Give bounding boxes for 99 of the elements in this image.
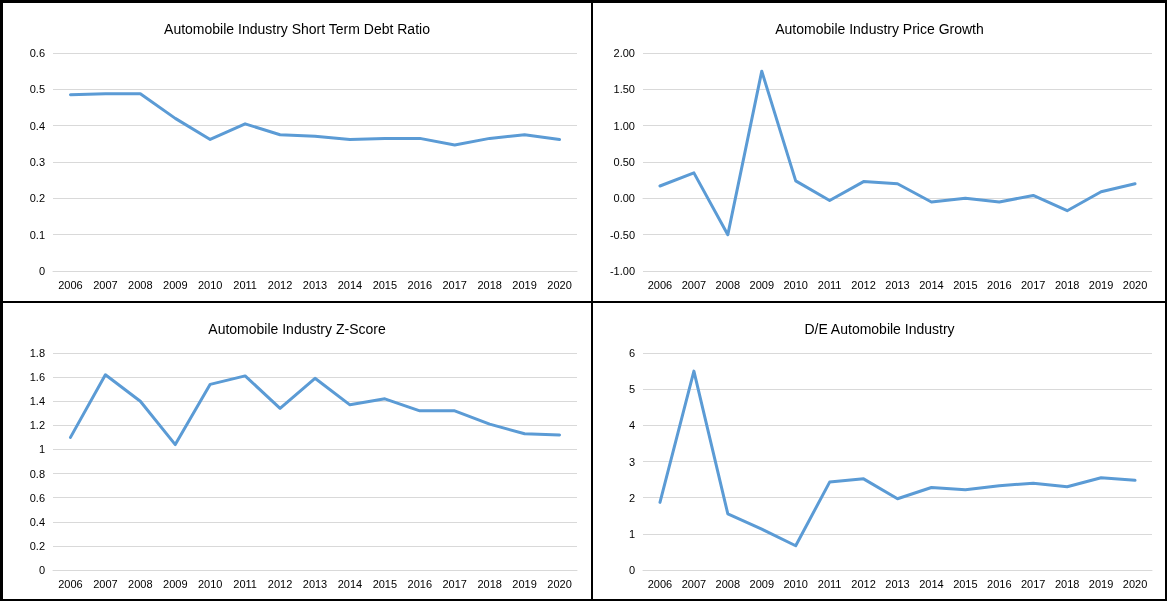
y-tick-label: 1.2 <box>29 419 45 432</box>
y-tick-label: -1.00 <box>609 265 635 277</box>
x-tick-label: 2019 <box>1088 278 1114 291</box>
x-tick-label: 2018 <box>477 278 502 291</box>
y-tick-label: 0.4 <box>29 119 45 132</box>
x-tick-label: 2006 <box>58 577 83 590</box>
x-tick-label: 2009 <box>749 577 775 590</box>
y-tick-label: 0.50 <box>613 156 635 168</box>
x-tick-label: 2008 <box>128 577 153 590</box>
x-tick-label: 2015 <box>372 278 398 291</box>
x-tick-label: 2019 <box>1088 577 1114 590</box>
chart-title: D/E Automobile Industry <box>804 321 955 337</box>
y-tick-label: 4 <box>628 419 635 432</box>
x-tick-label: 2009 <box>163 577 188 590</box>
x-tick-label: 2008 <box>715 278 741 291</box>
x-tick-label: 2020 <box>1122 577 1148 590</box>
x-tick-label: 2015 <box>372 577 398 590</box>
x-tick-label: 2015 <box>953 278 978 291</box>
line-series <box>68 373 562 447</box>
x-tick-label: 2010 <box>197 577 223 590</box>
x-tick-label: 2012 <box>851 278 876 291</box>
y-tick-label: 0 <box>38 265 45 277</box>
line-series <box>68 92 562 147</box>
x-tick-label: 2018 <box>1054 577 1080 590</box>
x-tick-label: 2019 <box>512 278 537 291</box>
x-tick-label: 2015 <box>953 577 978 590</box>
x-tick-label: 2013 <box>885 278 910 291</box>
x-tick-label: 2016 <box>987 278 1012 291</box>
y-tick-label: 1.8 <box>29 347 45 359</box>
x-tick-label: 2014 <box>919 577 944 590</box>
y-tick-label: 1.00 <box>613 119 635 132</box>
y-tick-label: 5 <box>628 383 635 396</box>
x-tick-label: 2011 <box>817 577 842 590</box>
y-tick-label: 0.2 <box>29 192 45 205</box>
y-tick-label: 0.1 <box>29 228 45 241</box>
y-tick-label: 2 <box>628 491 635 504</box>
y-tick-label: 1 <box>628 527 635 540</box>
x-tick-label: 2006 <box>58 278 83 291</box>
y-tick-label: 0 <box>628 564 635 576</box>
line-series <box>658 369 1137 548</box>
x-tick-label: 2006 <box>647 577 673 590</box>
y-tick-label: 1.6 <box>29 371 45 384</box>
x-tick-label: 2010 <box>783 577 808 590</box>
y-tick-label: 0.00 <box>613 192 635 205</box>
x-tick-label: 2019 <box>512 577 537 590</box>
y-tick-label: 1.50 <box>613 83 635 96</box>
x-tick-label: 2017 <box>442 278 467 291</box>
x-tick-label: 2016 <box>987 577 1012 590</box>
x-tick-label: 2017 <box>1020 577 1046 590</box>
y-tick-label: 0.8 <box>29 467 45 480</box>
x-tick-label: 2010 <box>197 278 223 291</box>
x-tick-label: 2014 <box>919 278 944 291</box>
x-tick-label: 2006 <box>647 278 673 291</box>
y-tick-label: 2.00 <box>613 47 635 59</box>
x-tick-label: 2011 <box>817 278 842 291</box>
chart-title: Automobile Industry Short Term Debt Ratio <box>164 21 431 37</box>
x-tick-label: 2020 <box>547 577 572 590</box>
x-tick-label: 2016 <box>407 577 433 590</box>
x-tick-label: 2014 <box>337 278 363 291</box>
x-tick-label: 2007 <box>93 577 118 590</box>
x-tick-label: 2008 <box>128 278 153 291</box>
x-tick-label: 2010 <box>783 278 808 291</box>
x-tick-label: 2008 <box>715 577 741 590</box>
y-tick-label: 1 <box>38 443 45 456</box>
x-tick-label: 2020 <box>1122 278 1148 291</box>
y-tick-label: 0 <box>38 564 45 576</box>
y-tick-label: 0.6 <box>29 491 45 504</box>
y-tick-label: 0.6 <box>29 47 45 59</box>
x-tick-label: 2016 <box>407 278 433 291</box>
x-tick-label: 2017 <box>442 577 467 590</box>
x-tick-label: 2014 <box>337 577 363 590</box>
x-tick-label: 2013 <box>885 577 910 590</box>
y-tick-label: 0.4 <box>29 515 45 528</box>
x-tick-label: 2018 <box>477 577 502 590</box>
y-tick-label: 6 <box>628 347 635 359</box>
x-tick-label: 2018 <box>1054 278 1080 291</box>
x-tick-label: 2013 <box>302 577 328 590</box>
x-tick-label: 2020 <box>547 278 572 291</box>
y-tick-label: 0.3 <box>29 156 45 168</box>
line-series <box>658 69 1137 237</box>
y-tick-label: 0.5 <box>29 83 45 96</box>
chart-title: Automobile Industry Price Growth <box>775 21 984 37</box>
x-tick-label: 2007 <box>681 278 707 291</box>
x-tick-label: 2012 <box>267 577 293 590</box>
y-tick-label: 0.2 <box>29 539 45 552</box>
x-tick-label: 2012 <box>267 278 293 291</box>
x-tick-label: 2009 <box>749 278 775 291</box>
x-tick-label: 2012 <box>851 577 876 590</box>
x-tick-label: 2013 <box>302 278 328 291</box>
chart-title: Automobile Industry Z-Score <box>208 321 386 337</box>
y-tick-label: 1.4 <box>29 395 45 408</box>
x-tick-label: 2007 <box>681 577 707 590</box>
x-tick-label: 2011 <box>233 577 257 590</box>
x-tick-label: 2011 <box>233 278 257 291</box>
y-tick-label: 3 <box>628 455 635 468</box>
x-tick-label: 2007 <box>93 278 118 291</box>
x-tick-label: 2017 <box>1020 278 1046 291</box>
x-tick-label: 2009 <box>163 278 188 291</box>
y-tick-label: -0.50 <box>609 228 635 241</box>
